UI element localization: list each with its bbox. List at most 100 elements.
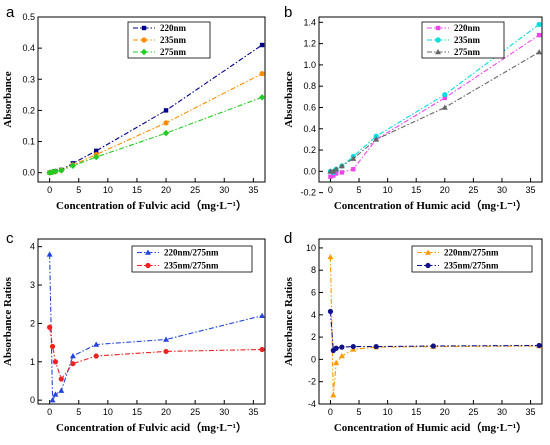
- x-tick-label: 5: [357, 407, 362, 417]
- legend-marker: [141, 25, 147, 31]
- data-point: [536, 32, 542, 38]
- series-3: [327, 49, 543, 174]
- plot-frame: [37, 238, 266, 405]
- y-tick-label: 0.1: [22, 137, 35, 147]
- series-1: [46, 251, 266, 403]
- x-tick-label: 0: [47, 407, 52, 417]
- legend-label: 235nm/275nm: [444, 261, 499, 271]
- data-point: [328, 174, 333, 179]
- x-tick-label: 5: [357, 185, 362, 195]
- chart-panel-b: b 0 5 10 15 20 25 30 35 -0.2 0.0 0.2 0.4 0.6 0.8 1.0 1.2…: [283, 4, 543, 212]
- series-line: [330, 51, 540, 172]
- y-tick-label: 4: [30, 242, 35, 252]
- series-line: [49, 73, 263, 174]
- data-point: [259, 42, 265, 48]
- x-tick-label: 15: [132, 185, 142, 195]
- data-point: [333, 166, 340, 172]
- x-axis-label: Concentration of Humic acid（mg·L⁻¹）: [334, 421, 527, 434]
- data-point: [373, 136, 380, 142]
- legend-marker: [141, 37, 147, 43]
- y-tick-label: 0.0: [303, 166, 316, 176]
- data-point: [442, 95, 447, 101]
- x-tick-label: 25: [190, 185, 200, 195]
- data-point: [338, 353, 345, 359]
- legend-marker: [425, 249, 431, 255]
- legend-marker: [140, 48, 148, 56]
- y-axis-label: Absorbance Ratios: [283, 276, 295, 366]
- x-tick-label: 35: [248, 185, 258, 195]
- y-tick-label: 0.4: [22, 43, 35, 53]
- data-point: [162, 129, 170, 137]
- plot-frame: [37, 16, 266, 183]
- x-tick-label: 0: [328, 185, 333, 195]
- y-tick-label: 8: [311, 265, 316, 275]
- x-tick-label: 15: [411, 185, 421, 195]
- y-tick-label: -0.2: [300, 188, 316, 198]
- data-point: [93, 341, 100, 347]
- data-point: [52, 359, 59, 365]
- x-tick-label: 10: [383, 185, 393, 195]
- y-axis-label: Absorbance: [283, 71, 295, 127]
- legend-marker: [435, 25, 441, 31]
- data-point: [58, 167, 65, 174]
- y-tick-label: 0: [311, 354, 316, 364]
- data-point: [258, 94, 266, 101]
- x-tick-label: 20: [161, 185, 171, 195]
- data-point: [442, 92, 448, 98]
- data-point: [47, 324, 53, 330]
- data-point: [339, 170, 345, 175]
- data-point: [350, 155, 357, 161]
- legend-label: 220nm/275nm: [444, 248, 499, 258]
- x-tick-label: 10: [103, 185, 113, 195]
- legend-label: 220nm: [454, 23, 481, 33]
- x-tick-label: 20: [440, 185, 450, 195]
- data-point: [333, 345, 339, 351]
- legend-marker: [425, 262, 431, 269]
- legend-marker: [435, 37, 441, 43]
- legend: 220nm 235nm 275nm: [127, 21, 211, 59]
- data-point: [333, 359, 340, 365]
- y-tick-label: 0: [30, 395, 35, 405]
- data-point: [350, 343, 356, 350]
- series-line: [49, 254, 263, 401]
- y-tick-label: -4: [308, 399, 316, 409]
- data-point: [163, 108, 169, 113]
- y-axis-label: Absorbance: [2, 71, 14, 127]
- panel-letter: d: [284, 230, 292, 247]
- data-point: [339, 344, 345, 350]
- series-line: [49, 327, 263, 381]
- x-tick-label: 10: [103, 407, 113, 417]
- series-2: [327, 308, 542, 354]
- y-tick-label: 0.6: [303, 102, 316, 112]
- chart-panel-c: c 0 5 10 15 20 25 30 35 0 1 2 3 4 Concentration of Ful…: [2, 230, 266, 434]
- y-tick-label: 1.2: [303, 39, 316, 49]
- x-tick-label: 0: [328, 407, 333, 417]
- data-point: [52, 168, 59, 175]
- y-tick-label: 1: [30, 357, 35, 367]
- data-point: [58, 376, 64, 382]
- plot-frame: [318, 238, 543, 405]
- x-tick-label: 5: [76, 185, 81, 195]
- y-tick-label: 0.5: [22, 12, 35, 22]
- data-point: [93, 353, 99, 359]
- plot-frame: [318, 16, 543, 183]
- data-point: [351, 167, 356, 172]
- y-tick-label: -2: [308, 377, 316, 387]
- x-axis-label: Concentration of Humic acid（mg·L⁻¹）: [334, 199, 527, 212]
- legend-box: [411, 245, 533, 273]
- legend-label: 275nm: [160, 47, 187, 57]
- data-point: [338, 163, 345, 169]
- legend: 220nm/275nm 235nm/275nm: [131, 245, 253, 273]
- series-1: [327, 253, 543, 398]
- chart-panel-d: d 0 5 10 15 20 25 30 35 -4 -2 0 2 4 6 8 10 Concentration …: [283, 230, 543, 434]
- y-tick-label: 0.2: [22, 105, 35, 115]
- y-tick-label: 10: [306, 243, 316, 253]
- legend-marker: [145, 262, 151, 269]
- x-axis-label: Concentration of Fulvic acid（mg·L⁻¹）: [56, 199, 247, 212]
- x-tick-label: 25: [468, 407, 478, 417]
- data-point: [536, 342, 542, 349]
- chart-panel-a: a 0 5 10 15 20 25 30 35 0.0 0.1 0.2 0.3 0.4 0.5 Concent…: [2, 4, 266, 212]
- data-point: [58, 387, 65, 393]
- legend-label: 235nm/275nm: [164, 261, 219, 271]
